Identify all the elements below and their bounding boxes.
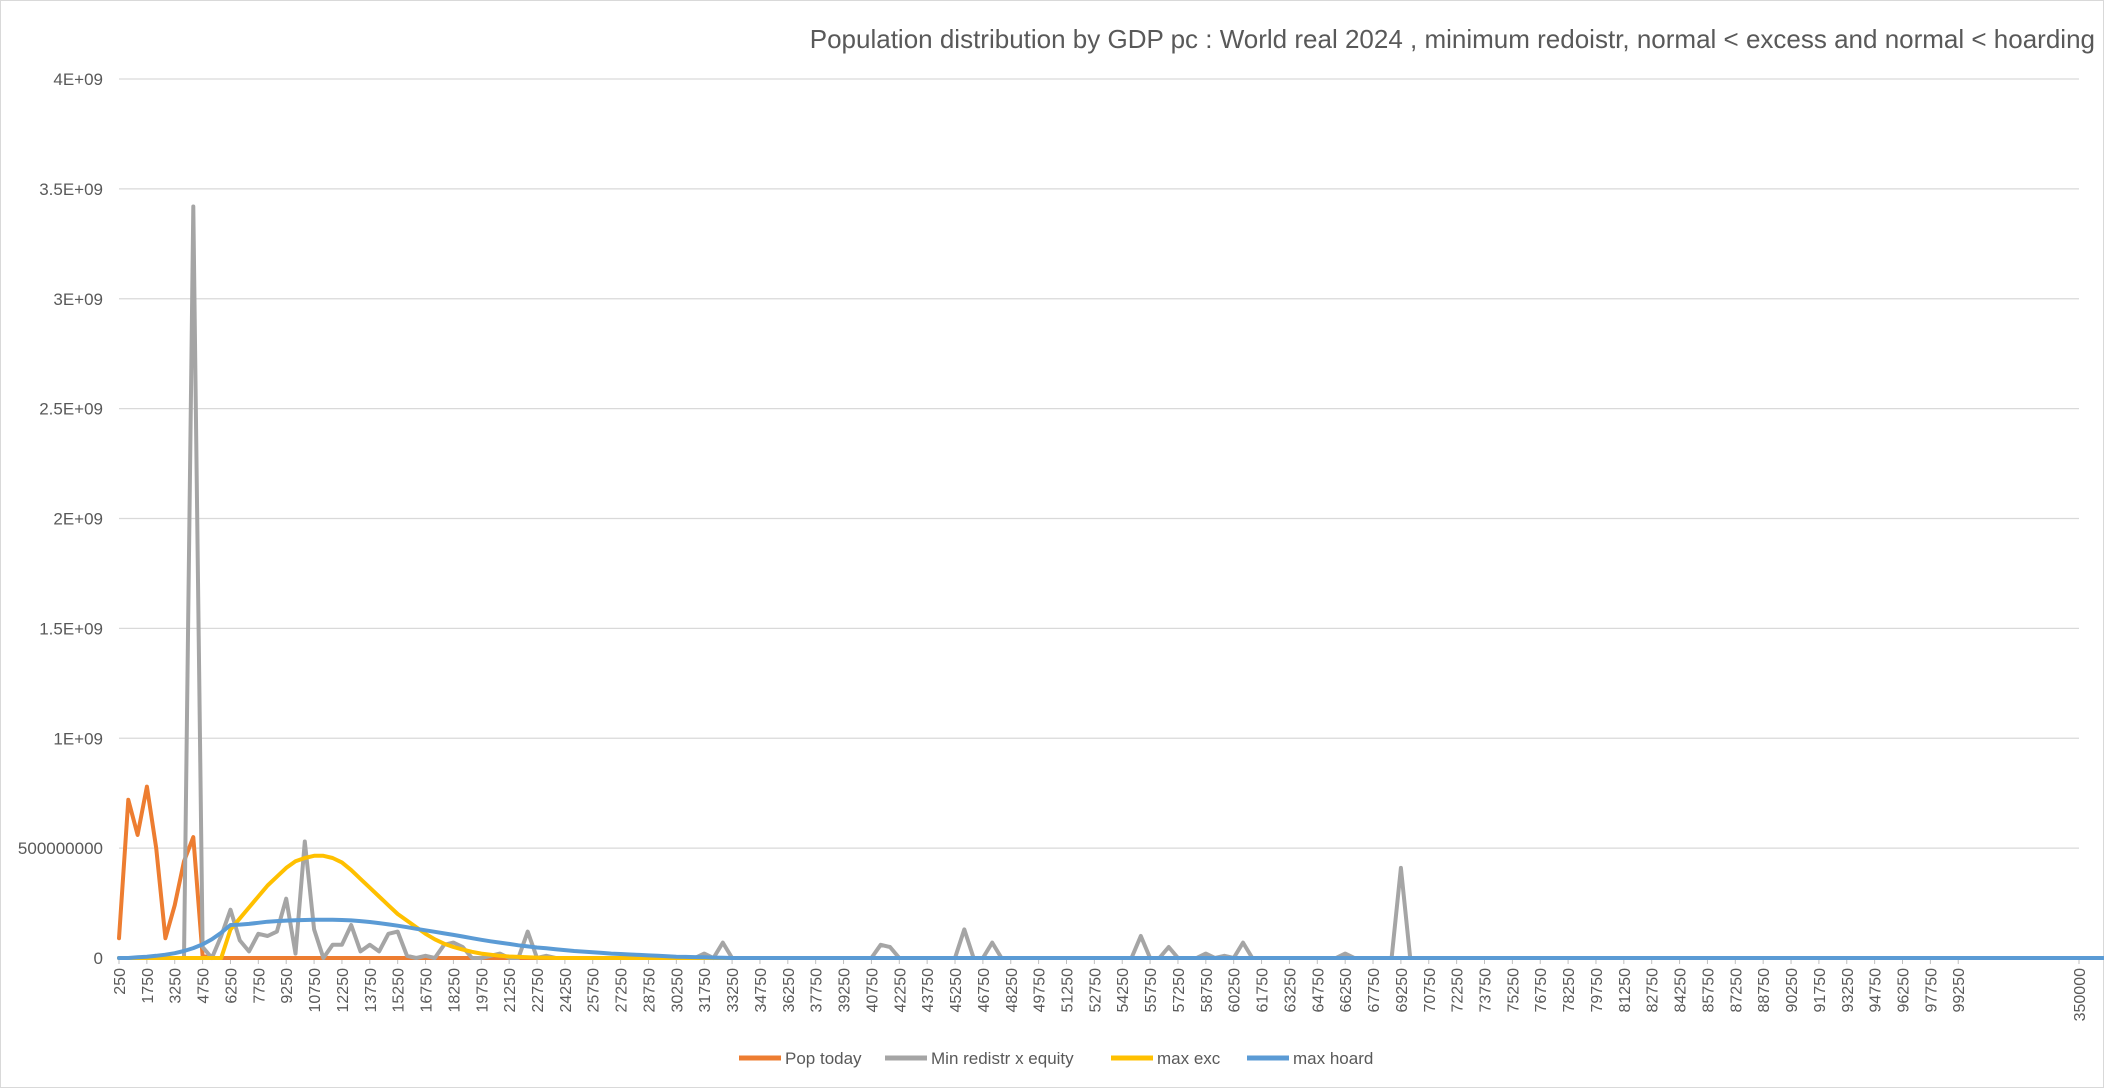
x-tick-label-42: 63250 — [1282, 968, 1299, 1013]
x-tick-label-56: 84250 — [1673, 968, 1690, 1013]
x-tick-label-20: 30250 — [669, 968, 686, 1013]
x-tick-label-1: 1750 — [140, 968, 157, 1004]
y-tick-label-3: 1.5E+09 — [39, 619, 103, 638]
x-tick-label-37: 55750 — [1143, 968, 1160, 1013]
x-tick-label-58: 87250 — [1728, 968, 1745, 1013]
x-tick-label-8: 12250 — [335, 968, 352, 1013]
x-tick-label-39: 58750 — [1199, 968, 1216, 1013]
x-tick-label-2: 3250 — [168, 968, 185, 1004]
x-tick-label-67: 350000 — [2072, 968, 2089, 1021]
x-tick-label-17: 25750 — [586, 968, 603, 1013]
x-tick-label-48: 72250 — [1450, 968, 1467, 1013]
x-tick-label-44: 66250 — [1338, 968, 1355, 1013]
x-tick-label-64: 96250 — [1896, 968, 1913, 1013]
x-axis: 250 1750 3250 4750 6250 7750 9250 10750 12250 137… — [112, 958, 2089, 1021]
x-tick-label-27: 40750 — [864, 968, 881, 1013]
x-tick-label-15: 22750 — [530, 968, 547, 1013]
y-tick-label-7: 3.5E+09 — [39, 180, 103, 199]
x-tick-label-28: 42250 — [892, 968, 909, 1013]
x-tick-label-18: 27250 — [614, 968, 631, 1013]
x-tick-label-19: 28750 — [641, 968, 658, 1013]
chart-title: Population distribution by GDP pc : Worl… — [810, 24, 2095, 54]
x-tick-label-38: 57250 — [1171, 968, 1188, 1013]
y-tick-label-5: 2.5E+09 — [39, 400, 103, 419]
y-tick-label-6: 3E+09 — [53, 290, 103, 309]
series-line-0 — [117, 784, 2081, 960]
grid-lines — [119, 78, 2079, 959]
x-tick-label-11: 16750 — [419, 968, 436, 1013]
x-tick-label-46: 69250 — [1394, 968, 1411, 1013]
x-tick-label-30: 45250 — [948, 968, 965, 1013]
legend-label-0: Pop today — [785, 1049, 862, 1068]
x-tick-label-9: 13750 — [363, 968, 380, 1013]
series-lines — [117, 204, 2104, 960]
legend-label-1: Min redistr x equity — [931, 1049, 1074, 1068]
series-line-1 — [117, 204, 2104, 960]
x-tick-label-47: 70750 — [1422, 968, 1439, 1013]
x-tick-label-53: 79750 — [1589, 968, 1606, 1013]
y-tick-label-8: 4E+09 — [53, 70, 103, 89]
x-tick-label-3: 4750 — [196, 968, 213, 1004]
x-tick-label-45: 67750 — [1366, 968, 1383, 1013]
y-tick-label-0: 0 — [94, 949, 103, 968]
series-line-3 — [117, 917, 2104, 960]
x-tick-label-6: 9250 — [279, 968, 296, 1004]
x-tick-label-36: 54250 — [1115, 968, 1132, 1013]
x-tick-label-61: 91750 — [1812, 968, 1829, 1013]
x-tick-label-54: 81250 — [1617, 968, 1634, 1013]
x-tick-label-49: 73750 — [1477, 968, 1494, 1013]
legend: Pop today Min redistr x equity max exc max … — [739, 1049, 1373, 1068]
y-axis: 0 500000000 1E+09 1.5E+09 2E+09 2.5E+09 3E+09 3… — [18, 70, 103, 968]
legend-label-2: max exc — [1157, 1049, 1221, 1068]
x-tick-label-31: 46750 — [976, 968, 993, 1013]
x-tick-label-33: 49750 — [1032, 968, 1049, 1013]
x-tick-label-16: 24250 — [558, 968, 575, 1013]
x-tick-label-41: 61750 — [1255, 968, 1272, 1013]
y-tick-label-2: 1E+09 — [53, 729, 103, 748]
x-tick-label-60: 90250 — [1784, 968, 1801, 1013]
x-tick-label-66: 99250 — [1951, 968, 1968, 1013]
x-tick-label-5: 7750 — [251, 968, 268, 1004]
x-tick-label-50: 75250 — [1505, 968, 1522, 1013]
x-tick-label-13: 19750 — [474, 968, 491, 1013]
x-tick-label-12: 18250 — [446, 968, 463, 1013]
x-tick-label-51: 76750 — [1533, 968, 1550, 1013]
x-tick-label-62: 93250 — [1840, 968, 1857, 1013]
x-tick-label-14: 21250 — [502, 968, 519, 1013]
y-tick-label-1: 500000000 — [18, 839, 103, 858]
x-tick-label-35: 52750 — [1087, 968, 1104, 1013]
x-tick-label-10: 15250 — [391, 968, 408, 1013]
x-tick-label-25: 37750 — [809, 968, 826, 1013]
y-tick-label-4: 2E+09 — [53, 510, 103, 529]
x-tick-label-32: 48250 — [1004, 968, 1021, 1013]
x-tick-label-59: 88750 — [1756, 968, 1773, 1013]
x-tick-label-57: 85750 — [1700, 968, 1717, 1013]
x-tick-label-24: 36250 — [781, 968, 798, 1013]
x-tick-label-55: 82750 — [1645, 968, 1662, 1013]
x-tick-label-65: 97750 — [1923, 968, 1940, 1013]
x-tick-label-7: 10750 — [307, 968, 324, 1013]
x-tick-label-4: 6250 — [223, 968, 240, 1004]
x-tick-label-43: 64750 — [1310, 968, 1327, 1013]
series-line-2 — [117, 853, 2054, 960]
x-tick-label-34: 51250 — [1059, 968, 1076, 1013]
x-tick-label-21: 31750 — [697, 968, 714, 1013]
x-tick-label-26: 39250 — [837, 968, 854, 1013]
x-tick-label-29: 43750 — [920, 968, 937, 1013]
x-tick-label-0: 250 — [112, 968, 129, 995]
x-tick-label-52: 78250 — [1561, 968, 1578, 1013]
x-tick-label-23: 34750 — [753, 968, 770, 1013]
legend-label-3: max hoard — [1293, 1049, 1373, 1068]
x-tick-label-22: 33250 — [725, 968, 742, 1013]
x-tick-label-40: 60250 — [1227, 968, 1244, 1013]
x-tick-label-63: 94750 — [1868, 968, 1885, 1013]
